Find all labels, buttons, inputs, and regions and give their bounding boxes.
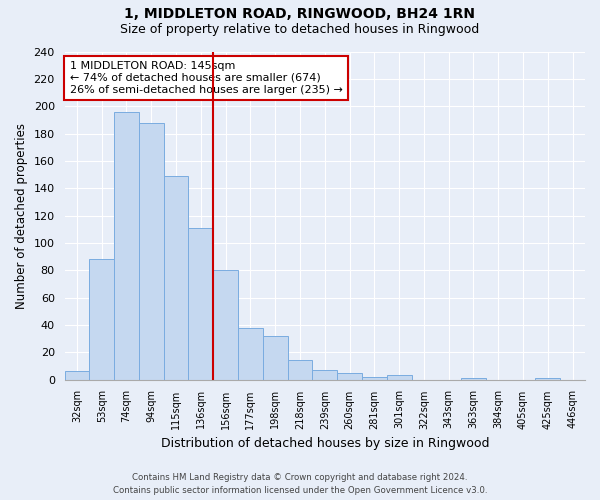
Bar xyxy=(213,270,238,380)
Bar xyxy=(461,378,486,380)
Bar xyxy=(89,260,114,380)
Bar xyxy=(535,378,560,380)
Text: Size of property relative to detached houses in Ringwood: Size of property relative to detached ho… xyxy=(121,22,479,36)
Text: 1 MIDDLETON ROAD: 145sqm
← 74% of detached houses are smaller (674)
26% of semi-: 1 MIDDLETON ROAD: 145sqm ← 74% of detach… xyxy=(70,62,343,94)
Bar xyxy=(238,328,263,380)
Bar xyxy=(188,228,213,380)
Y-axis label: Number of detached properties: Number of detached properties xyxy=(15,122,28,308)
Bar xyxy=(337,372,362,380)
X-axis label: Distribution of detached houses by size in Ringwood: Distribution of detached houses by size … xyxy=(161,437,489,450)
Bar xyxy=(114,112,139,380)
Bar xyxy=(164,176,188,380)
Bar xyxy=(287,360,313,380)
Bar xyxy=(387,376,412,380)
Bar xyxy=(65,372,89,380)
Bar xyxy=(263,336,287,380)
Text: 1, MIDDLETON ROAD, RINGWOOD, BH24 1RN: 1, MIDDLETON ROAD, RINGWOOD, BH24 1RN xyxy=(125,8,476,22)
Bar xyxy=(313,370,337,380)
Bar xyxy=(139,122,164,380)
Text: Contains HM Land Registry data © Crown copyright and database right 2024.
Contai: Contains HM Land Registry data © Crown c… xyxy=(113,473,487,495)
Bar xyxy=(362,377,387,380)
